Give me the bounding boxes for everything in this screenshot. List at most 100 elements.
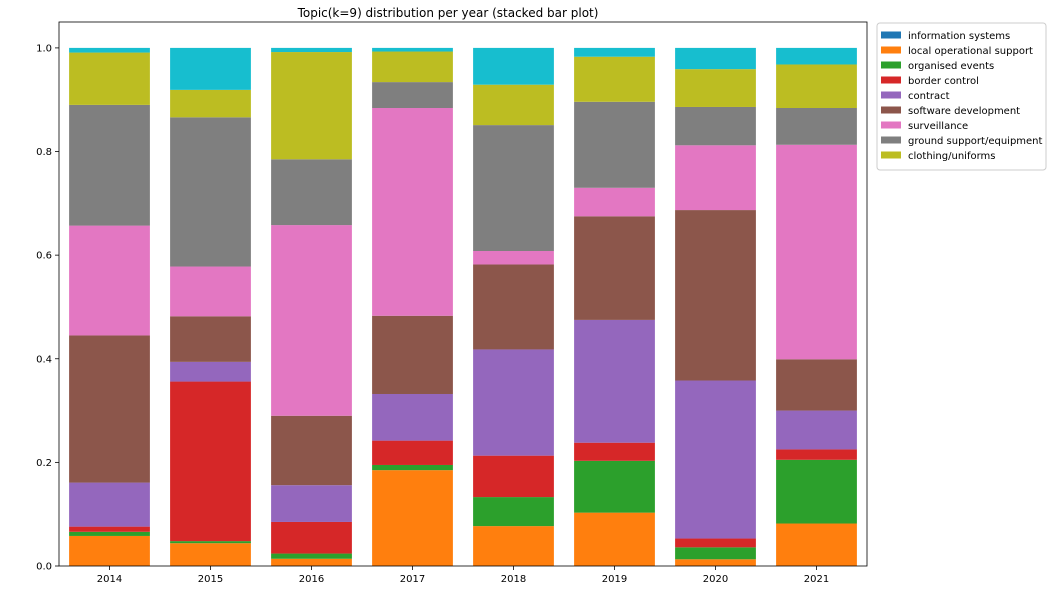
bar-segment <box>69 482 150 527</box>
bar-segment <box>170 266 251 317</box>
bar-segment <box>170 541 251 544</box>
legend-label: organised events <box>908 61 994 72</box>
bar-segment <box>69 52 150 105</box>
x-tick-label: 2018 <box>501 574 526 585</box>
legend: information systems local operational sup… <box>876 22 1047 171</box>
bar-segment <box>372 440 453 465</box>
bar-segment <box>271 558 352 566</box>
legend-label: local operational support <box>908 46 1033 57</box>
bar-segment <box>776 144 857 360</box>
bar-segment <box>170 543 251 566</box>
y-tick-label: 0.2 <box>36 458 52 469</box>
bar-segment <box>473 125 554 251</box>
bar-segment <box>675 145 756 211</box>
bar-segment <box>271 159 352 226</box>
legend-label: ground support/equipment <box>908 136 1043 147</box>
bar-segment <box>372 393 453 441</box>
bar-segment <box>675 210 756 381</box>
bar-segment <box>574 187 655 217</box>
bar-segment <box>170 316 251 362</box>
legend-swatch <box>881 106 901 114</box>
bar-segment <box>473 349 554 456</box>
legend-label: border control <box>908 76 979 87</box>
bar-segment <box>271 47 352 53</box>
bar-segment <box>776 359 857 411</box>
bar-segment <box>372 108 453 316</box>
bar-segment <box>776 410 857 450</box>
bar-segment <box>776 449 857 460</box>
bar-segment <box>574 101 655 188</box>
bar-segment <box>675 547 756 560</box>
y-tick-label: 0.8 <box>36 147 52 158</box>
bar-segment <box>473 526 554 566</box>
bar-segment <box>776 64 857 108</box>
bar-segment <box>574 56 655 102</box>
bar-segment <box>675 69 756 107</box>
bar-segment <box>473 497 554 527</box>
bar-segment <box>776 47 857 65</box>
plot-frame <box>58 21 868 567</box>
bar-segment <box>271 225 352 416</box>
bar-segment <box>372 315 453 394</box>
bar-segment <box>574 460 655 513</box>
legend-swatch <box>881 61 901 69</box>
x-tick-label: 2019 <box>602 574 627 585</box>
bar-segment <box>776 523 857 566</box>
bar-segment <box>69 535 150 566</box>
bars-group <box>69 47 857 566</box>
legend-label: contract <box>908 91 950 102</box>
legend-swatch <box>881 46 901 54</box>
bar-segment <box>170 47 251 90</box>
axes-group: 0.0 0.2 0.4 0.6 0.8 1.0 2014 2015 2016 2017 2018 20… <box>36 21 868 585</box>
bar-segment <box>372 464 453 471</box>
bar-segment <box>372 82 453 108</box>
bar-segment <box>170 381 251 542</box>
bar-segment <box>271 415 352 486</box>
legend-label: information systems <box>908 31 1010 42</box>
bar-segment <box>170 89 251 118</box>
bar-segment <box>372 47 453 52</box>
bar-segment <box>473 264 554 350</box>
legend-label: surveillance <box>908 121 968 132</box>
legend-label: clothing/uniforms <box>908 151 995 162</box>
y-tick-label: 0.6 <box>36 251 52 262</box>
bar-segment <box>473 251 554 265</box>
x-tick-label: 2014 <box>97 574 122 585</box>
bar-segment <box>776 108 857 145</box>
bar-segment <box>372 470 453 566</box>
bar-segment <box>69 531 150 536</box>
x-tick-label: 2015 <box>198 574 223 585</box>
bar-segment <box>271 553 352 559</box>
x-tick-label: 2021 <box>804 574 829 585</box>
chart-title: Topic(k=9) distribution per year (stacke… <box>297 6 599 20</box>
bar-segment <box>170 117 251 267</box>
bar-segment <box>574 512 655 566</box>
bar-segment <box>372 51 453 83</box>
y-tick-label: 0.4 <box>36 354 52 365</box>
legend-swatch <box>881 121 901 129</box>
bar-segment <box>170 361 251 382</box>
bar-segment <box>574 47 655 57</box>
y-tick-label: 1.0 <box>36 43 52 54</box>
bar-segment <box>69 335 150 483</box>
legend-swatch <box>881 76 901 84</box>
bar-segment <box>574 442 655 461</box>
legend-swatch <box>881 151 901 159</box>
y-tick-label: 0.0 <box>36 562 52 573</box>
bar-segment <box>271 521 352 554</box>
bar-segment <box>69 225 150 336</box>
bar-segment <box>69 526 150 532</box>
bar-segment <box>675 559 756 566</box>
bar-segment <box>675 106 756 146</box>
legend-swatch <box>881 31 901 39</box>
x-tick-label: 2020 <box>703 574 728 585</box>
bar-segment <box>473 455 554 498</box>
bar-segment <box>271 485 352 522</box>
bar-segment <box>69 104 150 226</box>
x-tick-label: 2017 <box>400 574 425 585</box>
legend-label: software development <box>908 106 1020 117</box>
bar-segment <box>271 52 352 160</box>
bar-segment <box>473 47 554 85</box>
x-tick-label: 2016 <box>299 574 324 585</box>
